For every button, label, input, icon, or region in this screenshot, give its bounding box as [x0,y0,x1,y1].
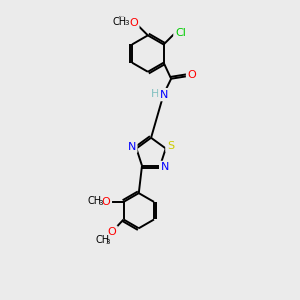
Text: O: O [129,18,138,28]
Text: O: O [102,197,110,207]
Text: CH: CH [113,17,127,27]
Text: CH: CH [88,196,102,206]
Text: methoxy: methoxy [119,15,125,17]
Text: N: N [161,162,169,172]
Text: N: N [160,90,168,100]
Text: S: S [167,141,174,151]
Text: 3: 3 [105,239,110,245]
Text: CH: CH [95,236,109,245]
Text: O: O [188,70,196,80]
Text: Cl: Cl [175,28,186,38]
Text: 3: 3 [98,200,103,206]
Text: O: O [107,227,116,237]
Text: 3: 3 [125,20,129,26]
Text: N: N [128,142,136,152]
Text: H: H [151,89,160,99]
